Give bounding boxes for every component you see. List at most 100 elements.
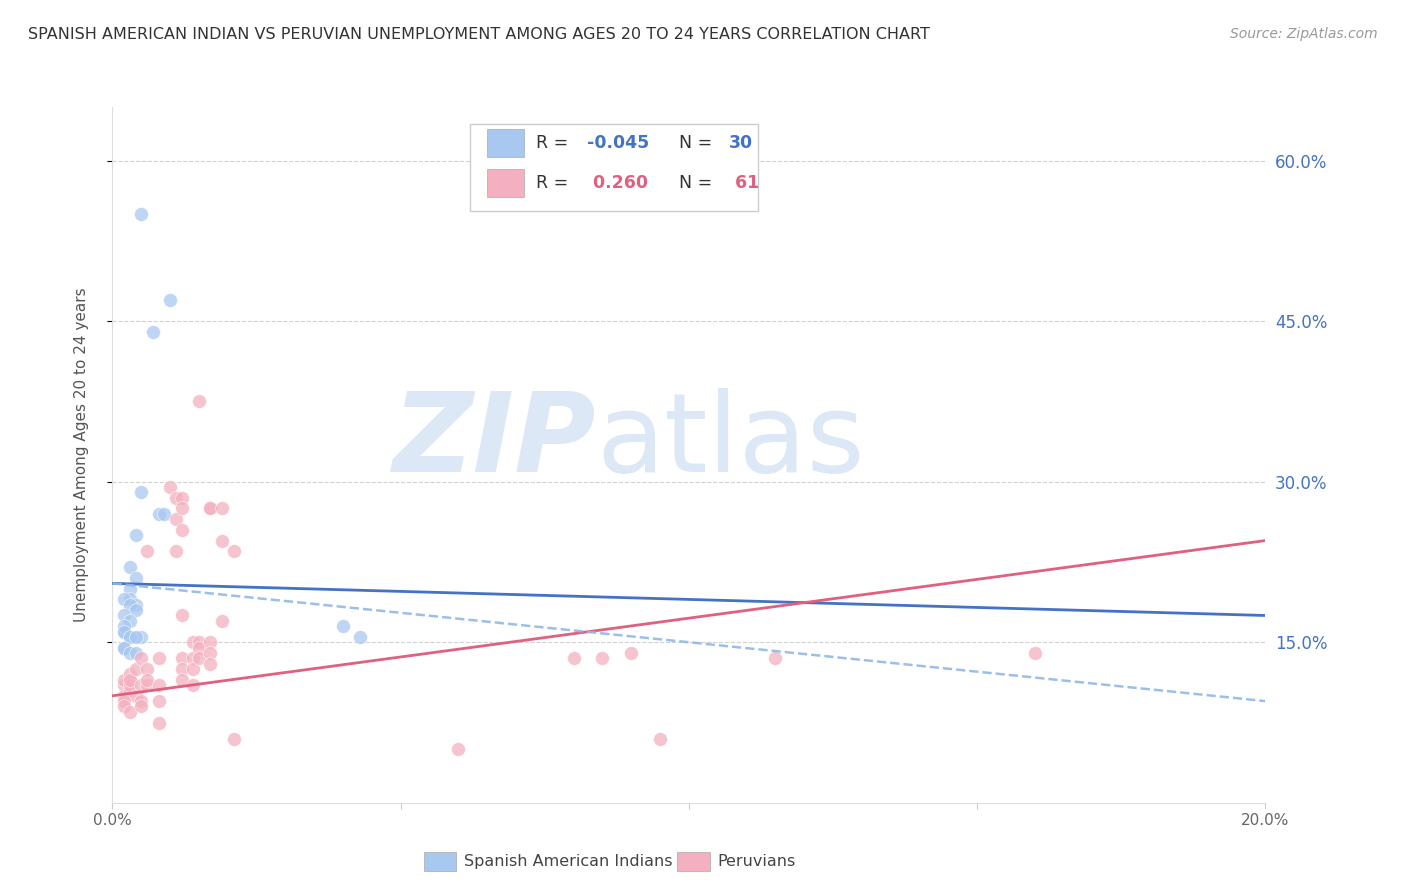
Point bbox=[148, 715, 170, 730]
Point bbox=[112, 673, 135, 687]
Bar bbox=[486, 129, 524, 157]
Point bbox=[136, 662, 159, 676]
Text: SPANISH AMERICAN INDIAN VS PERUVIAN UNEMPLOYMENT AMONG AGES 20 TO 24 YEARS CORRE: SPANISH AMERICAN INDIAN VS PERUVIAN UNEM… bbox=[28, 27, 929, 42]
Point bbox=[124, 571, 146, 585]
Point bbox=[188, 635, 211, 649]
Point bbox=[188, 640, 211, 655]
Point bbox=[222, 731, 245, 746]
Point bbox=[136, 544, 159, 558]
Point bbox=[136, 673, 159, 687]
Point bbox=[118, 673, 141, 687]
Point bbox=[118, 705, 141, 719]
Point bbox=[165, 512, 187, 526]
Point bbox=[136, 678, 159, 692]
Point bbox=[200, 657, 222, 671]
Bar bbox=[423, 852, 456, 871]
Point bbox=[118, 582, 141, 596]
Bar bbox=[678, 852, 710, 871]
Point bbox=[142, 325, 165, 339]
Point bbox=[200, 646, 222, 660]
Text: 0.260: 0.260 bbox=[588, 174, 648, 193]
Point bbox=[165, 544, 187, 558]
Point bbox=[447, 742, 470, 756]
Point bbox=[118, 646, 141, 660]
Text: R =: R = bbox=[536, 174, 574, 193]
Point bbox=[148, 694, 170, 708]
Point bbox=[170, 662, 193, 676]
Text: ZIP: ZIP bbox=[394, 387, 596, 494]
Point bbox=[148, 678, 170, 692]
Point bbox=[112, 608, 135, 623]
Point bbox=[181, 662, 204, 676]
Point bbox=[118, 630, 141, 644]
Point bbox=[129, 678, 153, 692]
Point bbox=[112, 699, 135, 714]
Point bbox=[222, 544, 245, 558]
Point bbox=[170, 651, 193, 665]
Point bbox=[124, 528, 146, 542]
Point bbox=[349, 630, 371, 644]
Point bbox=[188, 651, 211, 665]
Point bbox=[112, 694, 135, 708]
Point bbox=[112, 624, 135, 639]
Point bbox=[620, 646, 643, 660]
Point bbox=[129, 630, 153, 644]
Text: Spanish American Indians: Spanish American Indians bbox=[464, 855, 672, 870]
Text: Peruvians: Peruvians bbox=[717, 855, 796, 870]
Point bbox=[129, 207, 153, 221]
Text: R =: R = bbox=[536, 135, 574, 153]
Point bbox=[165, 491, 187, 505]
Text: N =: N = bbox=[668, 135, 718, 153]
Text: Source: ZipAtlas.com: Source: ZipAtlas.com bbox=[1230, 27, 1378, 41]
Point bbox=[124, 689, 146, 703]
Point bbox=[200, 501, 222, 516]
Point bbox=[129, 699, 153, 714]
Point bbox=[200, 635, 222, 649]
Point bbox=[118, 673, 141, 687]
Point bbox=[562, 651, 585, 665]
Point bbox=[129, 651, 153, 665]
Point bbox=[124, 662, 146, 676]
Point bbox=[112, 678, 135, 692]
Point bbox=[118, 678, 141, 692]
Point bbox=[148, 507, 170, 521]
Point bbox=[592, 651, 614, 665]
Point bbox=[118, 560, 141, 574]
Point bbox=[112, 624, 135, 639]
Point bbox=[211, 614, 233, 628]
Point bbox=[170, 491, 193, 505]
Point bbox=[118, 667, 141, 681]
Point bbox=[112, 689, 135, 703]
Point bbox=[332, 619, 354, 633]
Point bbox=[129, 694, 153, 708]
FancyBboxPatch shape bbox=[470, 124, 758, 211]
Text: 61: 61 bbox=[730, 174, 759, 193]
Y-axis label: Unemployment Among Ages 20 to 24 years: Unemployment Among Ages 20 to 24 years bbox=[75, 287, 89, 623]
Point bbox=[153, 507, 176, 521]
Point bbox=[211, 501, 233, 516]
Point bbox=[188, 394, 211, 409]
Point bbox=[124, 603, 146, 617]
Point bbox=[112, 640, 135, 655]
Text: atlas: atlas bbox=[596, 387, 865, 494]
Point bbox=[170, 673, 193, 687]
Text: N =: N = bbox=[668, 174, 718, 193]
Point bbox=[181, 651, 204, 665]
Point bbox=[200, 501, 222, 516]
Point bbox=[112, 592, 135, 607]
Point bbox=[112, 619, 135, 633]
Point bbox=[170, 608, 193, 623]
Point bbox=[170, 501, 193, 516]
Point bbox=[124, 598, 146, 612]
Point bbox=[118, 592, 141, 607]
Point bbox=[129, 485, 153, 500]
Point bbox=[112, 640, 135, 655]
Bar bbox=[486, 169, 524, 197]
Point bbox=[181, 678, 204, 692]
Point bbox=[181, 635, 204, 649]
Point bbox=[765, 651, 787, 665]
Point bbox=[118, 683, 141, 698]
Point bbox=[124, 646, 146, 660]
Text: 30: 30 bbox=[730, 135, 754, 153]
Point bbox=[159, 293, 181, 307]
